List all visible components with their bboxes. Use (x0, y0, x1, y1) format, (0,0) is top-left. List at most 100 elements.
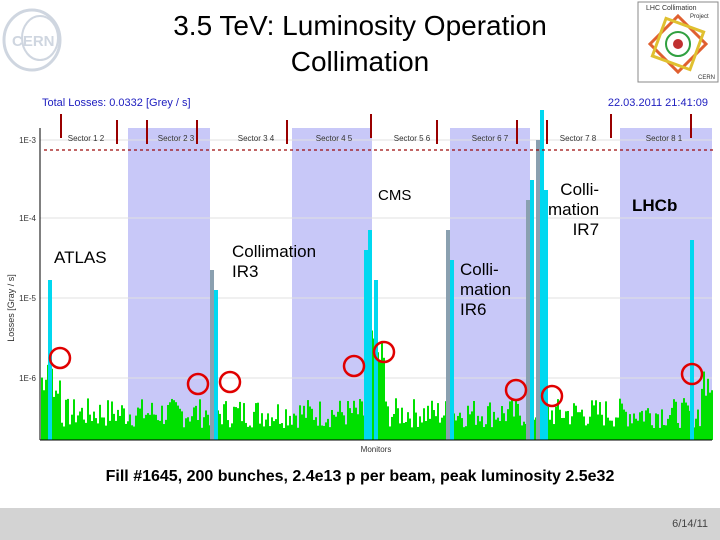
highlight-circle (540, 384, 564, 408)
loss-bar (471, 411, 473, 440)
loss-bar (401, 407, 403, 440)
loss-bar (313, 419, 315, 440)
loss-bar (399, 423, 401, 440)
loss-bar (65, 399, 67, 440)
loss-bar (305, 417, 307, 440)
loss-bar (697, 409, 699, 440)
y-tick-label: 1E-6 (19, 374, 36, 383)
loss-bar (563, 417, 565, 440)
loss-bar (105, 425, 107, 440)
loss-bar (103, 417, 105, 440)
loss-bar (513, 416, 515, 440)
sector-label: Sector 1 2 (68, 134, 105, 143)
loss-bar (621, 403, 623, 440)
loss-bar (345, 424, 347, 440)
y-tick-label: 1E-5 (19, 294, 36, 303)
loss-bar (301, 414, 303, 440)
loss-bar (327, 418, 329, 440)
loss-bar (359, 398, 361, 440)
loss-spike (450, 260, 454, 440)
loss-bar (509, 401, 511, 440)
loss-bar (595, 400, 597, 440)
loss-bar (325, 422, 327, 440)
sector-label: Sector 4 5 (316, 134, 353, 143)
loss-bar (227, 420, 229, 440)
loss-bar (423, 408, 425, 440)
loss-bar (477, 415, 479, 440)
loss-bar (613, 426, 615, 440)
loss-bar (109, 420, 111, 440)
loss-bar (683, 398, 685, 440)
loss-bar (289, 415, 291, 440)
y-tick-labels: 1E-3 1E-4 1E-5 1E-6 (19, 136, 36, 383)
loss-bar (617, 417, 619, 440)
loss-bar (265, 419, 267, 440)
loss-bar (567, 410, 569, 440)
loss-bar (141, 399, 143, 440)
loss-bar (491, 427, 493, 440)
loss-bar (135, 415, 137, 440)
loss-bar (409, 418, 411, 440)
loss-bar (349, 408, 351, 440)
loss-bar (413, 399, 415, 440)
loss-bar (311, 408, 313, 440)
loss-bar (201, 427, 203, 440)
arc-shade (128, 128, 210, 440)
loss-bar (429, 418, 431, 440)
loss-bar (523, 421, 525, 440)
loss-bar (91, 421, 93, 440)
threshold-markers (44, 114, 713, 151)
loss-bar (281, 423, 283, 440)
loss-bar (611, 420, 613, 440)
loss-bar (145, 414, 147, 440)
loss-bar (317, 425, 319, 440)
loss-spike (530, 180, 534, 440)
loss-bar (379, 360, 381, 440)
loss-bar (331, 409, 333, 440)
loss-bar (167, 405, 169, 440)
loss-bar (465, 426, 467, 440)
loss-bar (655, 413, 657, 440)
plot-header-left: Total Losses: 0.0332 [Grey / s] (42, 97, 191, 109)
loss-bar (397, 408, 399, 440)
highlight-circle (218, 370, 242, 394)
loss-bar (173, 400, 175, 440)
loss-bar (485, 424, 487, 440)
loss-bar (273, 421, 275, 440)
threshold-mark (196, 120, 198, 144)
loss-bar (591, 400, 593, 440)
loss-bar (521, 425, 523, 440)
arc-shading (128, 128, 712, 440)
loss-bar (419, 416, 421, 440)
loss-bar (663, 425, 665, 440)
loss-bar (593, 405, 595, 440)
loss-bar (149, 414, 151, 440)
loss-bar (671, 407, 673, 440)
loss-bar (231, 423, 233, 440)
svg-text:CERN: CERN (12, 33, 55, 50)
loss-bar (353, 400, 355, 440)
arc-shade (292, 128, 372, 440)
loss-bar (151, 402, 153, 440)
loss-bar (171, 398, 173, 440)
loss-spike (690, 240, 694, 440)
loss-bar (187, 417, 189, 440)
loss-bar (677, 422, 679, 440)
loss-bar (481, 416, 483, 440)
loss-bar (269, 426, 271, 440)
loss-bar (153, 414, 155, 440)
loss-bar (73, 399, 75, 440)
loss-bar (123, 408, 125, 440)
loss-bar (573, 403, 575, 440)
loss-bar (255, 403, 257, 440)
loss-bar (557, 399, 559, 440)
loss-bar (431, 400, 433, 440)
loss-bar (117, 409, 119, 440)
loss-bar (421, 422, 423, 440)
loss-bar (633, 413, 635, 440)
loss-bar (519, 415, 521, 440)
loss-bar (583, 416, 585, 440)
loss-bar (79, 411, 81, 440)
loss-bar (553, 424, 555, 440)
loss-bar (585, 425, 587, 440)
